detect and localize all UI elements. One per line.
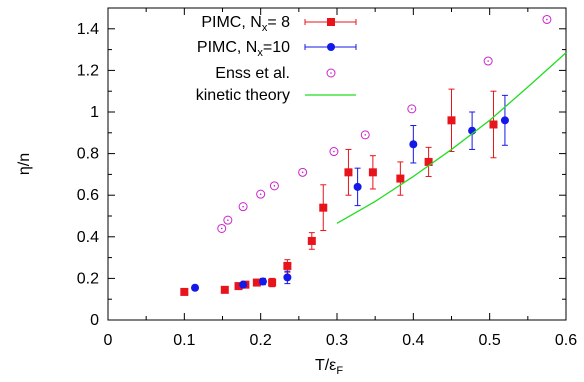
series-layer	[180, 14, 567, 296]
data-point-square	[252, 278, 261, 287]
data-point-center-dot	[227, 219, 229, 221]
data-point-circle	[283, 273, 292, 282]
legend-label-suffix: = 8	[267, 14, 290, 31]
data-point-open-circle	[329, 147, 339, 157]
legend-label-text: PIMC, N	[197, 39, 257, 56]
data-point-square	[283, 261, 292, 270]
legend-label-text: kinetic theory	[196, 87, 290, 104]
data-point-center-dot	[330, 72, 332, 74]
data-point-square	[327, 18, 335, 26]
data-point-open-circle	[326, 68, 336, 78]
data-point-square	[447, 116, 456, 125]
x-axis-label-text: T/ε	[315, 357, 336, 374]
data-point-square	[344, 168, 353, 177]
y-tick-label: 0.2	[77, 270, 99, 287]
data-point-circle	[500, 116, 509, 125]
data-point-open-circle	[256, 189, 266, 199]
data-point-square	[234, 282, 243, 291]
data-point-square	[180, 287, 189, 296]
data-point-open-circle	[223, 215, 233, 225]
legend-label: Enss et al.	[215, 65, 290, 82]
series-group	[180, 88, 498, 296]
data-point-open-circle	[269, 181, 279, 191]
data-point-open-circle	[238, 202, 248, 212]
data-point-square	[424, 157, 433, 166]
data-point-center-dot	[364, 134, 367, 136]
data-point-circle	[239, 280, 248, 289]
data-point-center-dot	[301, 171, 304, 174]
axis-labels: T/εFη/n	[16, 153, 343, 377]
data-point-center-dot	[333, 150, 335, 153]
data-point-circle	[353, 182, 362, 191]
y-axis-label: η/n	[16, 153, 33, 175]
y-tick-label: 1	[90, 104, 99, 121]
legend-label: PIMC, Nx= 8	[201, 14, 290, 34]
x-tick-label: 0.2	[250, 332, 272, 349]
plot-frame	[107, 7, 567, 321]
legend-label-text: Enss et al.	[215, 65, 290, 82]
data-point-center-dot	[242, 205, 244, 208]
data-point-open-circle	[483, 56, 493, 66]
legend-label-text: PIMC, N	[201, 14, 261, 31]
data-point-square	[268, 278, 277, 287]
data-point-circle	[191, 283, 200, 292]
kinetic-theory-line	[336, 52, 567, 224]
legend-label-suffix: =10	[263, 39, 290, 56]
data-point-circle	[409, 140, 418, 149]
legend-label: kinetic theory	[196, 87, 290, 104]
plot-axes: 0 0.2 0.4 0.6 0.8 1 1.2 1.4 0 0.1 0.2 0.3 0.4 0.5 0.6	[77, 7, 577, 349]
data-point-square	[368, 168, 377, 177]
data-point-square	[489, 120, 498, 129]
data-point-center-dot	[273, 185, 276, 187]
data-point-square	[307, 236, 316, 245]
x-tick-label: 0.4	[402, 332, 424, 349]
y-tick-label: 1.2	[77, 62, 99, 79]
data-point-open-circle	[542, 14, 552, 24]
data-point-open-circle	[360, 130, 370, 140]
legend-label: PIMC, Nx=10	[197, 39, 290, 59]
x-tick-label: 0.1	[173, 332, 195, 349]
data-point-square	[319, 203, 328, 212]
data-point-center-dot	[546, 18, 548, 21]
data-point-center-dot	[487, 60, 489, 62]
data-point-square	[220, 285, 229, 294]
x-tick-label: 0.5	[479, 332, 501, 349]
series-group	[191, 94, 509, 292]
x-tick-label: 0	[104, 332, 113, 349]
y-tick-label: 0.8	[77, 146, 99, 163]
data-point-center-dot	[220, 227, 223, 230]
legend-label-subscript: x	[262, 22, 268, 34]
data-point-center-dot	[411, 108, 413, 110]
x-axis-label: T/εF	[315, 357, 343, 377]
y-tick-label: 0.6	[77, 187, 99, 204]
series-group	[336, 52, 567, 224]
x-tick-label: 0.3	[326, 332, 348, 349]
data-point-open-circle	[298, 167, 308, 177]
data-point-open-circle	[217, 223, 227, 233]
data-point-square	[396, 174, 405, 183]
x-tick-label: 0.6	[555, 332, 577, 349]
data-point-center-dot	[259, 193, 262, 195]
legend-label-subscript: x	[257, 47, 263, 59]
y-tick-label: 0	[90, 312, 99, 329]
x-axis-label-subscript: F	[336, 365, 343, 377]
y-tick-label: 0.4	[77, 229, 99, 246]
data-point-circle	[258, 277, 267, 286]
y-tick-label: 1.4	[77, 21, 99, 38]
series-group	[217, 14, 552, 233]
data-point-open-circle	[407, 104, 417, 114]
data-point-circle	[327, 43, 335, 51]
